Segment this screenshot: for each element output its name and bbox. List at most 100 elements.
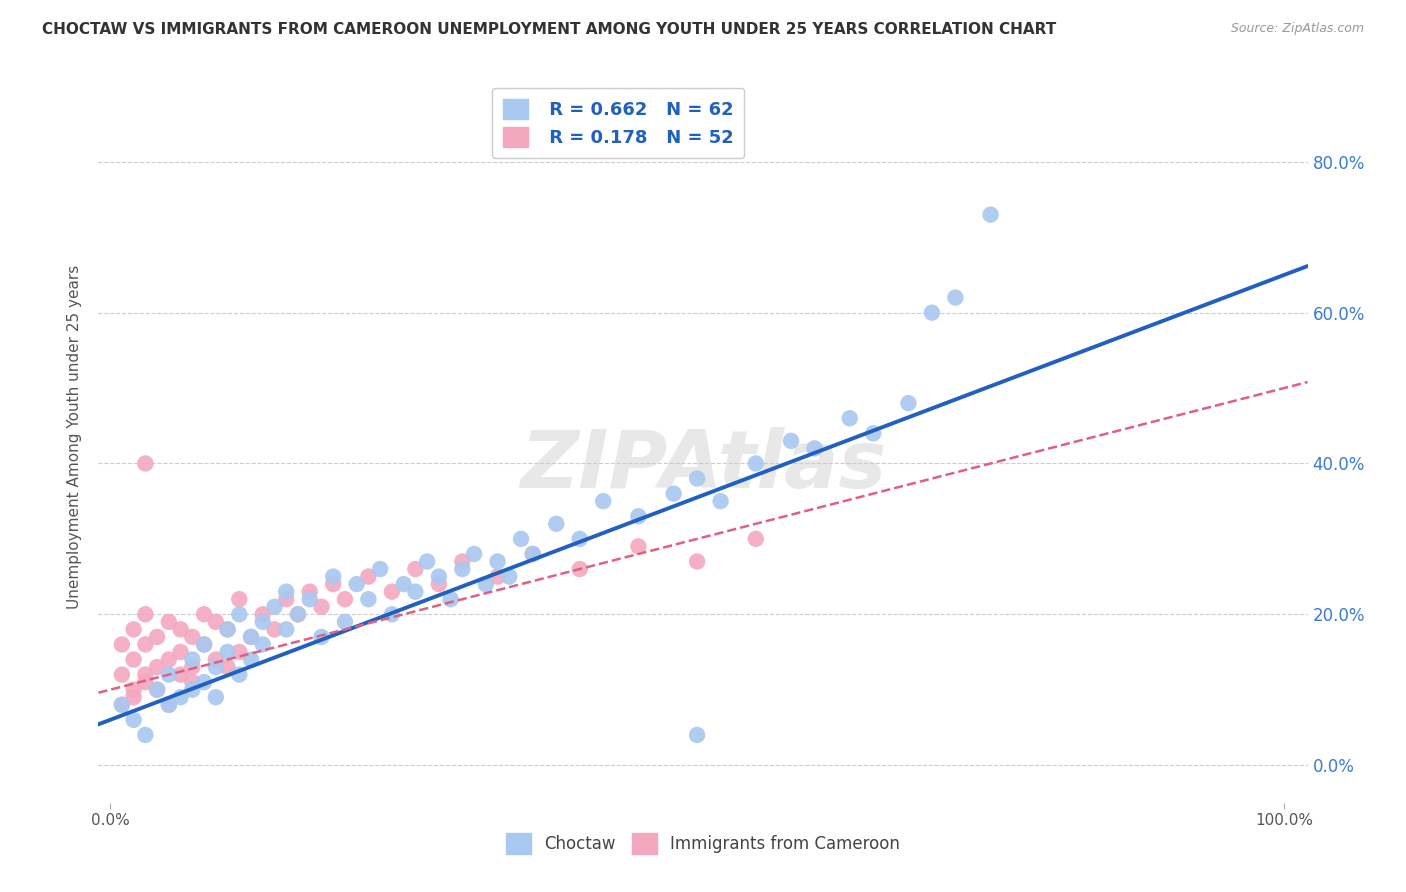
Point	[416, 554, 439, 568]
Point	[522, 547, 544, 561]
Point	[475, 577, 498, 591]
Point	[193, 607, 215, 622]
Point	[217, 645, 239, 659]
Point	[486, 554, 509, 568]
Point	[427, 577, 450, 591]
Point	[392, 577, 415, 591]
Point	[311, 630, 333, 644]
Point	[486, 569, 509, 583]
Point	[217, 623, 239, 637]
Point	[157, 615, 180, 629]
Point	[134, 607, 156, 622]
Point	[111, 667, 134, 681]
Point	[111, 698, 134, 712]
Text: CHOCTAW VS IMMIGRANTS FROM CAMEROON UNEMPLOYMENT AMONG YOUTH UNDER 25 YEARS CORR: CHOCTAW VS IMMIGRANTS FROM CAMEROON UNEM…	[42, 22, 1056, 37]
Point	[451, 554, 474, 568]
Point	[157, 698, 180, 712]
Point	[287, 607, 309, 622]
Point	[181, 630, 204, 644]
Point	[287, 607, 309, 622]
Point	[134, 667, 156, 681]
Point	[134, 457, 156, 471]
Point	[193, 637, 215, 651]
Point	[745, 457, 768, 471]
Point	[122, 623, 145, 637]
Point	[263, 599, 285, 614]
Point	[122, 690, 145, 705]
Text: ZIPAtlas: ZIPAtlas	[520, 427, 886, 506]
Point	[134, 675, 156, 690]
Point	[181, 675, 204, 690]
Point	[169, 690, 191, 705]
Point	[381, 607, 404, 622]
Point	[381, 584, 404, 599]
Point	[228, 667, 250, 681]
Point	[134, 728, 156, 742]
Point	[204, 615, 226, 629]
Point	[404, 584, 426, 599]
Point	[217, 623, 239, 637]
Point	[439, 592, 461, 607]
Point	[122, 713, 145, 727]
Point	[427, 569, 450, 583]
Point	[252, 615, 274, 629]
Point	[146, 630, 169, 644]
Point	[252, 607, 274, 622]
Point	[546, 516, 568, 531]
Point	[686, 471, 709, 485]
Point	[838, 411, 860, 425]
Point	[240, 630, 263, 644]
Point	[122, 652, 145, 666]
Point	[228, 645, 250, 659]
Point	[276, 584, 298, 599]
Point	[627, 540, 650, 554]
Point	[463, 547, 485, 561]
Point	[862, 426, 884, 441]
Point	[311, 599, 333, 614]
Point	[193, 637, 215, 651]
Point	[146, 660, 169, 674]
Legend: Choctaw, Immigrants from Cameroon: Choctaw, Immigrants from Cameroon	[499, 827, 907, 860]
Point	[510, 532, 533, 546]
Point	[146, 682, 169, 697]
Point	[592, 494, 614, 508]
Point	[169, 645, 191, 659]
Point	[276, 592, 298, 607]
Point	[333, 592, 356, 607]
Point	[897, 396, 920, 410]
Point	[686, 728, 709, 742]
Point	[346, 577, 368, 591]
Point	[357, 569, 380, 583]
Point	[217, 660, 239, 674]
Point	[404, 562, 426, 576]
Point	[803, 442, 825, 456]
Point	[522, 547, 544, 561]
Point	[276, 623, 298, 637]
Point	[122, 682, 145, 697]
Point	[181, 682, 204, 697]
Point	[568, 562, 591, 576]
Text: Source: ZipAtlas.com: Source: ZipAtlas.com	[1230, 22, 1364, 36]
Point	[204, 660, 226, 674]
Point	[134, 637, 156, 651]
Point	[568, 532, 591, 546]
Point	[451, 562, 474, 576]
Point	[157, 652, 180, 666]
Point	[169, 667, 191, 681]
Point	[945, 291, 967, 305]
Point	[157, 667, 180, 681]
Point	[322, 569, 344, 583]
Point	[498, 569, 520, 583]
Point	[368, 562, 391, 576]
Point	[228, 607, 250, 622]
Point	[240, 630, 263, 644]
Point	[181, 660, 204, 674]
Point	[686, 554, 709, 568]
Point	[921, 306, 943, 320]
Y-axis label: Unemployment Among Youth under 25 years: Unemployment Among Youth under 25 years	[67, 265, 83, 609]
Point	[169, 623, 191, 637]
Point	[111, 637, 134, 651]
Point	[333, 615, 356, 629]
Point	[298, 584, 321, 599]
Point	[193, 675, 215, 690]
